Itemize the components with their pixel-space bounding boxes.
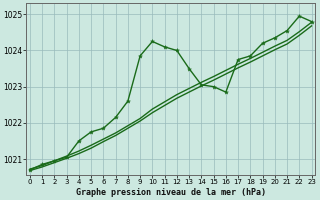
- X-axis label: Graphe pression niveau de la mer (hPa): Graphe pression niveau de la mer (hPa): [76, 188, 266, 197]
